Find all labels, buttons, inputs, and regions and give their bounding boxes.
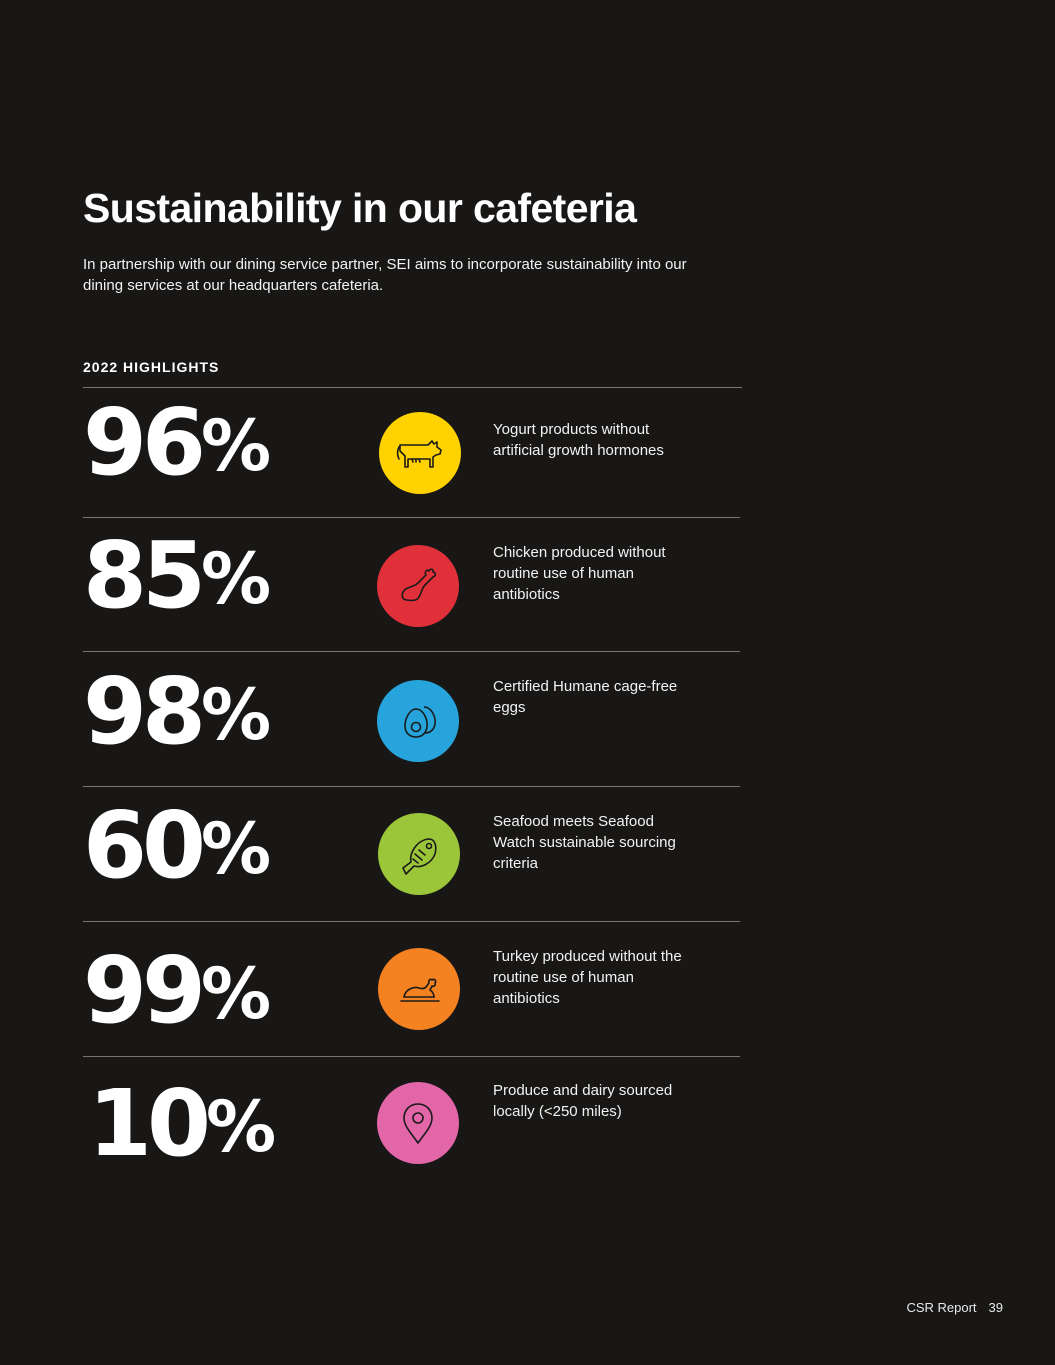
page-title: Sustainability in our cafeteria xyxy=(83,185,637,231)
report-name: CSR Report xyxy=(906,1300,977,1315)
eggs-icon xyxy=(377,680,459,762)
highlight-row: 85% Chicken produced without routine use… xyxy=(83,518,740,652)
highlight-description: Produce and dairy sourced locally (<250 … xyxy=(493,1082,673,1120)
page-footer: CSR Report 39 xyxy=(906,1300,1003,1316)
highlight-row: 98% Certified Humane cage-free eggs xyxy=(83,652,740,787)
roast-turkey-icon xyxy=(378,948,460,1030)
highlight-description: Yogurt products without artificial growt… xyxy=(493,421,664,459)
highlight-row: 96% Yogurt products without artificial g… xyxy=(83,388,740,518)
highlight-description: Chicken produced without routine use of … xyxy=(493,544,666,603)
highlight-row: 10% Produce and dairy sourced locally (<… xyxy=(83,1057,740,1187)
highlight-percentage: 98% xyxy=(83,658,271,765)
cow-icon xyxy=(379,412,461,494)
intro-paragraph: In partnership with our dining service p… xyxy=(83,256,687,294)
highlight-description: Turkey produced without the routine use … xyxy=(493,948,682,1007)
highlight-percentage: 96% xyxy=(83,389,271,496)
highlight-description: Seafood meets Seafood Watch sustainable … xyxy=(493,813,676,872)
highlight-percentage: 85% xyxy=(83,522,271,629)
page-number: 39 xyxy=(988,1300,1003,1315)
highlight-description: Certified Humane cage-free eggs xyxy=(493,678,678,716)
divider xyxy=(83,387,742,388)
section-label: 2022 HIGHLIGHTS xyxy=(83,359,220,375)
fish-icon xyxy=(378,813,460,895)
chicken-leg-icon xyxy=(377,545,459,627)
highlight-percentage: 60% xyxy=(83,792,271,899)
highlight-percentage: 10% xyxy=(88,1070,276,1177)
highlight-percentage: 99% xyxy=(83,937,271,1044)
location-pin-icon xyxy=(377,1082,459,1164)
highlight-row: 99% Turkey produced without the routine … xyxy=(83,922,740,1057)
highlight-row: 60% Seafood meets Seafood Watch sustaina… xyxy=(83,787,740,922)
